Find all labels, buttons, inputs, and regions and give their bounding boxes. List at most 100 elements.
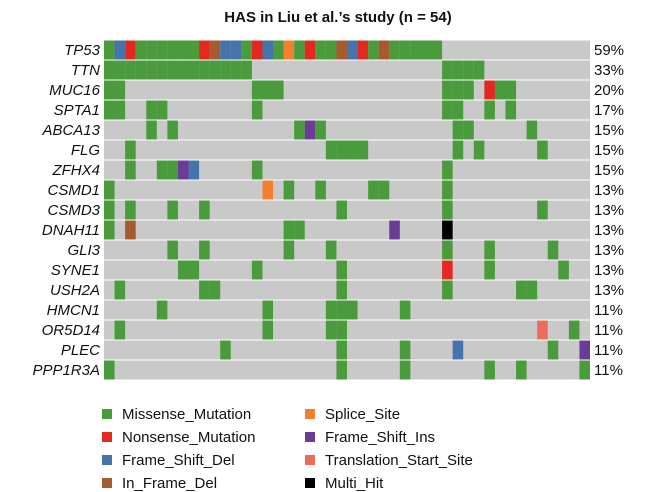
mutation-cell [442,240,453,260]
percent-label: 15% [594,162,624,179]
mutation-cell [104,80,115,100]
mutation-cell [135,40,147,60]
mutation-cell [336,360,347,380]
mutation-cell [125,200,136,220]
mutation-cell [114,280,126,300]
mutation-cell [114,320,126,340]
mutation-cell [336,300,347,320]
mutation-cell [494,80,506,100]
mutation-cell [167,160,178,180]
mutation-cell [452,80,464,100]
gene-label: SPTA1 [54,102,100,119]
mutation-cell [251,160,263,180]
mutation-cell [156,300,168,320]
mutation-cell [463,80,474,100]
mutation-cell [463,120,474,140]
mutation-cell [315,120,326,140]
mutation-cell [199,240,210,260]
mutation-cell [199,40,210,60]
percent-label: 33% [594,62,624,79]
mutation-cell [399,300,411,320]
percent-label: 13% [594,182,624,199]
legend-swatch [102,409,112,419]
percent-label: 13% [594,282,624,299]
legend-label: Frame_Shift_Del [122,452,235,469]
mutation-cell [241,60,252,80]
gene-label: DNAH11 [42,222,100,239]
mutation-cell [262,180,274,200]
mutation-cell [188,260,200,280]
mutation-cell [220,40,231,60]
percent-label: 17% [594,102,624,119]
gene-label: ZFHX4 [51,162,100,179]
mutation-cell [125,60,136,80]
gene-label: OR5D14 [42,322,100,339]
mutation-cell [452,140,464,160]
mutation-cell [347,40,358,60]
gene-label: GLI3 [67,242,100,259]
mutation-cell [452,340,464,360]
legend-label: In_Frame_Del [122,475,217,492]
mutation-cell [516,360,527,380]
mutation-cell [262,320,274,340]
legend-label: Missense_Mutation [122,406,251,423]
mutation-cell [188,60,200,80]
mutation-cell [294,220,305,240]
percent-label: 13% [594,262,624,279]
mutation-cell [188,160,200,180]
mutation-cell [442,100,453,120]
mutation-cell [442,220,453,240]
mutation-cell [294,40,305,60]
legend-swatch [305,478,315,488]
mutation-cell [220,340,231,360]
mutation-cell [347,140,358,160]
mutation-cell [336,40,347,60]
mutation-cell [199,60,210,80]
mutation-cell [104,40,115,60]
mutation-cell [579,340,590,360]
mutation-cell [526,280,538,300]
mutation-cell [505,80,517,100]
mutation-cell [484,80,495,100]
mutation-cell [167,200,178,220]
mutation-cell [484,100,495,120]
percent-label: 15% [594,142,624,159]
mutation-cell [389,40,400,60]
mutation-cell [442,280,453,300]
mutation-cell [516,280,527,300]
legend-swatch [305,409,315,419]
legend-label: Multi_Hit [325,475,384,492]
mutation-cell [378,180,390,200]
mutation-cell [558,260,569,280]
mutation-cell [251,100,263,120]
gene-label: CSMD1 [47,182,100,199]
gene-label: PLEC [61,342,100,359]
percent-label: 13% [594,222,624,239]
percent-label: 11% [594,302,623,319]
legend-label: Splice_Site [325,406,400,423]
row-background [104,100,590,120]
mutation-cell [452,120,464,140]
mutation-cell [505,100,517,120]
mutation-cell [114,60,126,80]
mutation-cell [273,40,284,60]
mutation-cell [473,60,485,80]
mutation-cell [135,60,147,80]
mutation-cell [442,160,453,180]
mutation-cell [336,260,347,280]
mutation-cell [526,120,538,140]
mutation-cell [537,140,548,160]
mutation-cell [156,160,168,180]
chart-title: HAS in Liu et al.’s study (n = 54) [224,9,451,26]
percent-label: 11% [594,342,623,359]
mutation-cell [325,320,337,340]
percent-label: 13% [594,202,624,219]
legend-label: Nonsense_Mutation [122,429,255,446]
legend-swatch [305,455,315,465]
gene-label: ABCA13 [41,122,100,139]
mutation-cell [125,140,136,160]
percent-label: 59% [594,42,624,59]
percent-label: 11% [594,362,623,379]
mutation-cell [431,40,443,60]
